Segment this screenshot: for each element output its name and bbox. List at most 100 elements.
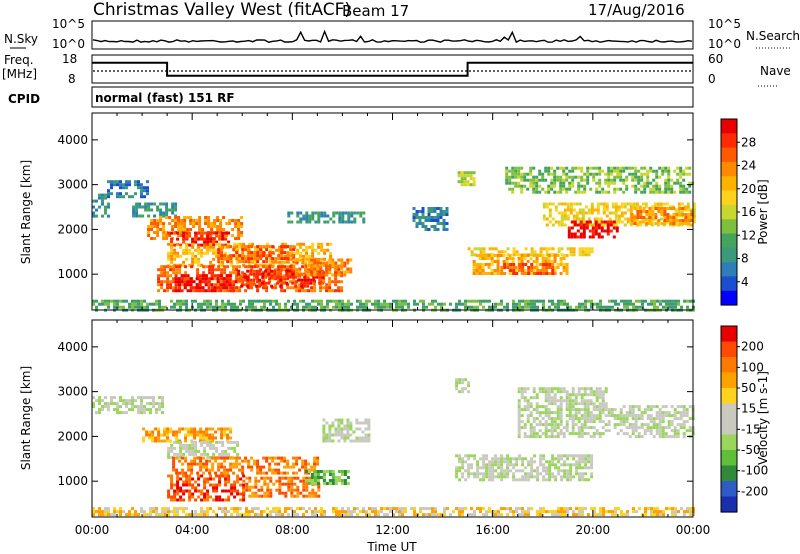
data-cell <box>149 411 152 415</box>
data-cell <box>227 302 230 306</box>
data-cell <box>542 475 546 479</box>
data-cell <box>547 184 551 188</box>
data-cell <box>219 274 223 278</box>
data-cell <box>682 169 686 173</box>
data-cell <box>305 245 309 249</box>
data-cell <box>322 436 326 440</box>
data-cell <box>230 305 233 309</box>
data-cell <box>128 408 131 412</box>
data-cell <box>138 202 142 206</box>
data-cell <box>512 269 516 272</box>
data-cell <box>568 402 572 406</box>
data-cell <box>275 248 279 252</box>
data-cell <box>639 210 643 213</box>
data-cell <box>548 463 552 467</box>
data-cell <box>194 260 198 264</box>
data-cell <box>146 396 149 400</box>
data-cell <box>119 192 122 196</box>
data-cell <box>563 223 567 227</box>
data-cell <box>278 510 281 514</box>
data-cell <box>670 420 674 424</box>
data-cell <box>308 245 312 249</box>
data-cell <box>634 178 638 182</box>
data-cell <box>326 248 330 252</box>
data-cell <box>236 480 240 484</box>
data-cell <box>329 217 333 221</box>
data-cell <box>575 472 579 476</box>
data-cell <box>177 225 181 228</box>
data-cell <box>604 181 608 185</box>
data-cell <box>464 299 467 303</box>
data-cell <box>652 190 656 194</box>
data-cell <box>302 494 306 498</box>
data-cell <box>279 272 283 276</box>
data-cell <box>308 260 312 264</box>
data-cell <box>560 220 564 224</box>
data-cell <box>250 254 254 258</box>
data-cell <box>583 184 587 188</box>
data-cell <box>167 492 171 496</box>
data-cell <box>338 220 342 224</box>
data-cell <box>101 299 104 303</box>
data-cell <box>541 405 545 409</box>
data-cell <box>170 248 174 252</box>
data-cell <box>479 472 483 476</box>
data-cell <box>377 302 380 306</box>
data-cell <box>434 507 437 511</box>
data-cell <box>488 460 492 464</box>
data-cell <box>634 166 638 170</box>
data-cell <box>179 449 183 453</box>
data-cell <box>491 475 495 479</box>
data-cell <box>301 462 305 466</box>
data-cell <box>308 476 312 480</box>
data-cell <box>161 399 164 403</box>
data-cell <box>652 184 656 188</box>
data-cell <box>545 263 549 266</box>
data-cell <box>557 250 561 254</box>
data-cell <box>605 202 609 206</box>
data-cell <box>539 454 543 458</box>
data-cell <box>598 172 602 176</box>
data-cell <box>242 498 246 502</box>
data-cell <box>679 190 683 194</box>
data-cell <box>331 482 335 485</box>
data-cell <box>584 472 588 476</box>
data-cell <box>613 426 617 430</box>
data-cell <box>137 299 140 303</box>
data-cell <box>472 183 476 187</box>
data-cell <box>277 471 281 475</box>
data-cell <box>248 485 252 489</box>
data-cell <box>140 186 143 190</box>
data-cell <box>170 455 174 459</box>
data-cell <box>218 480 222 484</box>
data-cell <box>153 231 157 234</box>
data-cell <box>95 399 98 403</box>
data-cell <box>600 229 604 233</box>
data-cell <box>542 205 546 209</box>
data-cell <box>334 479 338 482</box>
data-cell <box>607 414 611 418</box>
data-cell <box>296 248 300 252</box>
data-cell <box>338 510 341 514</box>
data-cell <box>307 289 311 293</box>
data-cell <box>180 234 184 237</box>
power-data-cells <box>92 166 696 312</box>
data-cell <box>241 468 245 472</box>
data-cell <box>157 274 161 278</box>
data-cell <box>673 426 677 430</box>
data-cell <box>512 478 516 482</box>
data-cell <box>587 247 591 251</box>
data-cell <box>479 302 482 306</box>
data-cell <box>466 183 470 187</box>
data-cell <box>556 411 560 415</box>
data-cell <box>616 169 620 173</box>
data-cell <box>224 474 228 478</box>
data-cell <box>172 280 176 284</box>
data-cell <box>506 466 510 470</box>
data-cell <box>585 226 589 230</box>
data-cell <box>663 216 667 219</box>
data-cell <box>224 513 227 517</box>
data-cell <box>685 429 689 433</box>
data-cell <box>488 299 491 303</box>
